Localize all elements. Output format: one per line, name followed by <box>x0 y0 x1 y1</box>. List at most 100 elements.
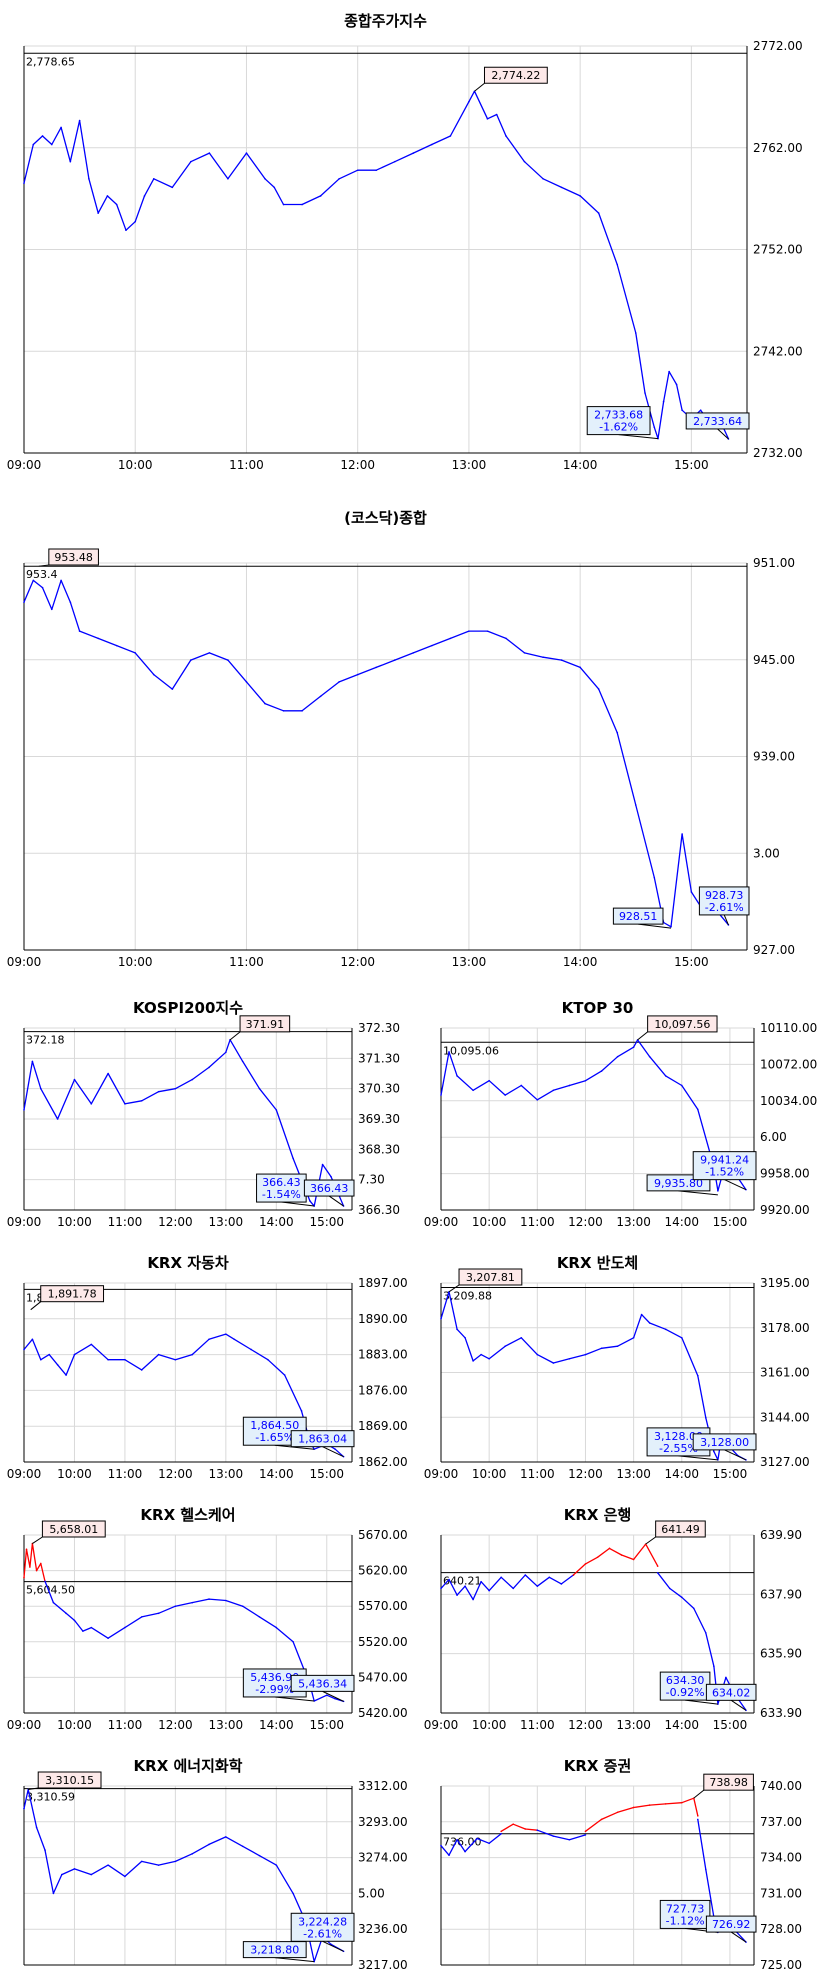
data-point <box>440 1587 442 1590</box>
annotation-callout: 3,128.00 <box>692 1433 757 1461</box>
data-point <box>35 1826 38 1829</box>
y-tick-label: 1883.00 <box>358 1348 408 1362</box>
data-point <box>32 579 35 582</box>
callout-value: 953.48 <box>54 551 93 564</box>
data-point <box>584 1563 587 1565</box>
data-point <box>301 203 303 206</box>
data-point <box>273 186 276 189</box>
callout-pointer <box>724 1449 747 1461</box>
annotation-callout: 634.30-0.92% <box>659 1671 718 1705</box>
data-point <box>69 601 72 603</box>
data-point <box>448 1854 450 1857</box>
data-point <box>51 608 53 611</box>
data-point <box>505 135 507 137</box>
x-tick-label: 11:00 <box>520 1467 555 1481</box>
data-point <box>41 586 44 589</box>
data-point <box>258 1087 261 1090</box>
data-point <box>548 1576 551 1579</box>
chart-title: KRX 에너지화학 <box>134 1757 243 1775</box>
y-tick-label: 3161.00 <box>760 1366 810 1380</box>
data-point <box>29 1566 31 1568</box>
data-point <box>282 203 285 206</box>
y-tick-label: 951.00 <box>753 556 795 570</box>
chart-panel: (코스닥)종합 09:00 10:00 11:00 12:00 13:00 14:00 15:… <box>7 509 795 969</box>
y-tick-label: 3195.00 <box>760 1276 810 1290</box>
data-point <box>52 1892 55 1895</box>
data-point <box>584 1079 587 1082</box>
y-tick-label: 740.00 <box>760 1779 802 1793</box>
data-point <box>225 1051 227 1054</box>
callout-pointer <box>28 1787 39 1790</box>
data-point <box>52 1601 55 1604</box>
callout-box <box>242 1941 307 1959</box>
data-point <box>568 1838 571 1841</box>
data-point <box>680 1596 683 1599</box>
y-tick-label: 3144.00 <box>760 1410 810 1424</box>
y-tick-label: 5670.00 <box>358 1528 408 1542</box>
x-tick-label: 11:00 <box>520 1718 555 1732</box>
data-point <box>140 1860 143 1863</box>
data-point <box>705 1632 707 1634</box>
data-point <box>171 186 174 189</box>
annotation-callout: 928.73-2.61% <box>698 886 750 926</box>
data-point <box>616 1345 619 1347</box>
y-tick-label: 2752.00 <box>753 243 803 257</box>
data-point <box>375 666 378 669</box>
callout-box <box>612 907 664 925</box>
y-tick-label: 5420.00 <box>358 1706 408 1720</box>
data-point <box>134 652 137 654</box>
data-point <box>500 1830 502 1833</box>
data-point <box>225 1836 227 1838</box>
callout-value: 928.51 <box>619 910 658 923</box>
data-point <box>536 1585 539 1587</box>
data-point <box>560 659 563 661</box>
data-point <box>40 1562 42 1565</box>
x-tick-label: 14:00 <box>259 1467 294 1481</box>
data-point <box>191 1353 194 1356</box>
callout-change: -1.52% <box>705 1166 744 1179</box>
data-point <box>488 1842 490 1845</box>
data-point <box>300 1410 303 1412</box>
data-point <box>680 1084 683 1087</box>
x-tick-label: 09:00 <box>424 1215 459 1229</box>
x-tick-label: 09:00 <box>424 1718 459 1732</box>
data-point <box>504 1094 507 1096</box>
series-line <box>23 1039 345 1207</box>
data-point <box>157 1612 160 1615</box>
callout-box <box>655 1520 706 1538</box>
annotation-callout: 641.49 <box>645 1520 706 1545</box>
data-point <box>662 400 665 403</box>
data-point <box>275 1109 278 1111</box>
callout-pointer <box>678 1190 718 1196</box>
data-point <box>412 652 415 654</box>
data-point <box>174 1358 177 1361</box>
data-point <box>56 1364 59 1366</box>
y-tick-label: 1862.00 <box>358 1455 408 1469</box>
y-tick-label: 6.00 <box>760 1130 787 1144</box>
data-point <box>321 1163 324 1166</box>
data-point <box>208 1338 210 1341</box>
data-point <box>468 100 470 103</box>
data-point <box>44 1849 46 1851</box>
data-point <box>157 1864 160 1866</box>
callout-value: 1,863.04 <box>298 1433 347 1446</box>
reference-label: 3,209.88 <box>443 1289 492 1302</box>
data-point <box>191 1853 194 1855</box>
data-point <box>668 370 670 373</box>
data-point <box>190 160 192 163</box>
chart-panel: KRX 자동차 09:00 10:00 11:00 12:00 13:00 14:00 15:… <box>7 1254 408 1481</box>
y-tick-label: 370.30 <box>358 1082 400 1096</box>
x-tick-label: 12:00 <box>340 458 375 472</box>
data-point <box>56 1118 59 1120</box>
callout-box <box>290 1430 355 1448</box>
callout-change: -0.92% <box>666 1686 705 1699</box>
data-point <box>644 392 646 394</box>
callout-value: 727.73 <box>666 1902 705 1915</box>
data-point <box>35 1569 38 1572</box>
x-tick-label: 11:00 <box>229 458 264 472</box>
x-tick-label: 15:00 <box>309 1467 344 1481</box>
data-point <box>632 1558 635 1561</box>
callout-value: 738.98 <box>709 1776 748 1789</box>
data-point <box>412 152 415 154</box>
annotation-callout: 5,658.01 <box>32 1520 106 1544</box>
